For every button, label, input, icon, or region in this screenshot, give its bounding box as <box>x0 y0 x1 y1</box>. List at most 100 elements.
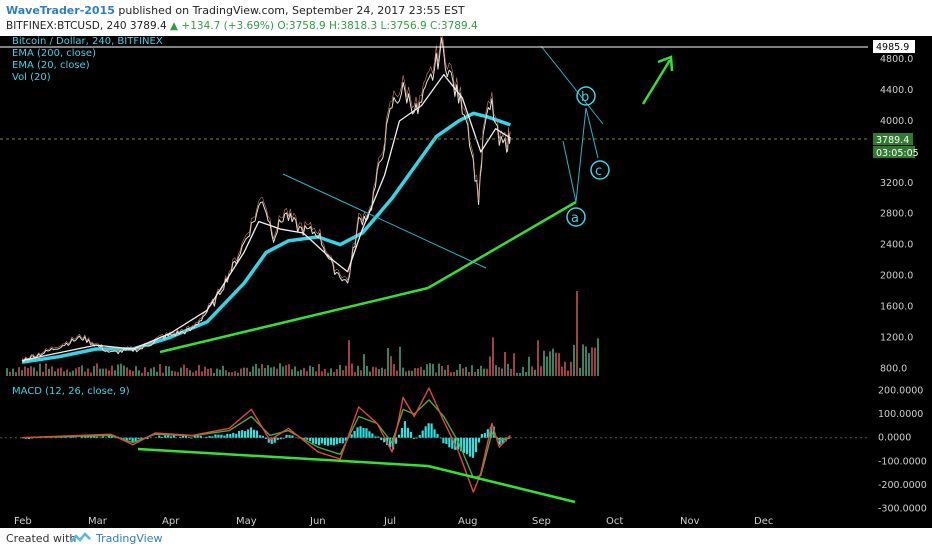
volume-bar <box>9 371 11 376</box>
volume-bar <box>294 366 296 376</box>
volume-bar <box>354 372 356 376</box>
macd-histogram-bar <box>397 434 401 438</box>
ema200-series-line <box>21 111 511 364</box>
volume-bar <box>570 361 572 376</box>
macd-histogram-bar <box>389 437 392 448</box>
month-tick-label: Feb <box>14 516 32 527</box>
volume-bar <box>69 372 71 376</box>
volume-bar <box>489 356 491 376</box>
volume-bar <box>525 372 527 376</box>
macd-histogram-bar <box>318 437 321 446</box>
macd-divergence-line-2 <box>427 464 576 504</box>
wave-c-label: c <box>595 164 602 179</box>
volume-bar <box>279 363 281 376</box>
macd-histogram-bar <box>276 437 279 440</box>
volume-bar <box>531 366 533 376</box>
macd-histogram-bar <box>427 423 430 438</box>
volume-bar <box>21 370 23 376</box>
top-price-badge <box>873 40 915 53</box>
macd-histogram-bar <box>492 426 495 438</box>
macd-histogram-bar <box>498 437 501 445</box>
volume-bar <box>297 371 299 376</box>
macd-histogram-bar <box>137 437 140 440</box>
macd-histogram-bar <box>184 435 187 438</box>
created-with-text: Created with <box>6 532 77 545</box>
chart-svg[interactable]: 800.0 1200.0 1600.0 2000.0 2400.0 2800.0 3200.… <box>0 29 932 528</box>
macd-histogram-bar <box>241 430 244 438</box>
macd-tick-label: 100.0000 <box>878 409 923 420</box>
macd-histogram-bar <box>205 436 208 438</box>
close-value: C:3789.4 <box>430 20 478 32</box>
volume-bar <box>534 369 536 376</box>
macd-histogram-bar <box>400 427 404 438</box>
volume-bar <box>201 371 203 376</box>
price-tick-label: 2000.0 <box>880 271 913 282</box>
volume-bar <box>78 366 80 376</box>
volume-bar <box>420 366 422 376</box>
macd-histogram-bar <box>320 437 324 444</box>
price-tick-label: 1600.0 <box>880 301 913 312</box>
macd-histogram-bar <box>448 437 451 448</box>
volume-bar <box>471 365 473 376</box>
volume-bar <box>336 369 338 376</box>
volume-bar <box>102 368 104 376</box>
volume-bar <box>204 366 206 376</box>
macd-histogram-bar <box>128 437 131 440</box>
legend-macd: MACD (12, 26, close, 9) <box>12 386 130 397</box>
volume-bar <box>318 364 320 376</box>
macd-histogram-bar <box>303 437 306 440</box>
macd-histogram-bar <box>170 436 173 438</box>
macd-histogram-bar <box>178 436 182 438</box>
macd-histogram-bar <box>463 437 466 453</box>
volume-bar <box>243 367 245 376</box>
volume-bar <box>225 370 227 376</box>
volume-bar <box>312 367 314 376</box>
macd-histogram-bar <box>87 436 90 438</box>
volume-bar <box>516 372 518 376</box>
macd-histogram-bar <box>196 435 199 438</box>
volume-bar <box>30 366 32 376</box>
volume-bar <box>327 372 329 376</box>
volume-bar <box>54 371 56 376</box>
volume-bar <box>432 363 434 376</box>
volume-bar <box>171 370 173 376</box>
author-link[interactable]: WaveTrader-2015 <box>6 4 115 17</box>
wave-line-a <box>562 140 577 203</box>
volume-bar <box>75 368 77 376</box>
volume-bar <box>255 363 257 376</box>
volume-bar <box>492 337 494 376</box>
wave-c-circle <box>590 160 610 180</box>
volume-bar <box>27 368 29 376</box>
volume-bar <box>249 371 251 376</box>
macd-histogram-bar <box>252 429 256 438</box>
macd-histogram-bar <box>424 426 427 438</box>
volume-bar <box>540 366 542 376</box>
volume-bar <box>333 371 335 376</box>
volume-bar <box>168 366 170 376</box>
volume-bar <box>384 369 386 376</box>
volume-bar <box>462 368 464 376</box>
wave-line-top <box>540 45 604 125</box>
macd-histogram-bar <box>101 436 105 438</box>
macd-histogram-bar <box>255 430 259 438</box>
chart-area[interactable]: 800.0 1200.0 1600.0 2000.0 2400.0 2800.0 3200.… <box>0 29 932 528</box>
tradingview-link[interactable]: TradingView <box>96 532 163 545</box>
volume-bar <box>192 372 194 376</box>
macd-histogram-bar <box>134 437 137 442</box>
volume-bar <box>36 371 38 376</box>
wave-a-circle <box>566 207 586 227</box>
volume-bar <box>543 350 545 376</box>
volume-bar <box>150 368 152 376</box>
low-value: L:3756.9 <box>380 20 427 32</box>
volume-bar <box>198 365 200 376</box>
volume-bar <box>558 353 560 376</box>
symbol-line: BITFINEX:BTCUSD, 240 3789.4 ▲ +134.7 (+3… <box>6 20 478 32</box>
macd-tick-label: -100.0000 <box>878 456 927 467</box>
volume-bar <box>33 367 35 376</box>
volume-bar <box>387 348 389 376</box>
macd-histogram-bar <box>359 426 362 438</box>
macd-histogram-bar <box>261 435 264 438</box>
volume-bar <box>213 372 215 376</box>
price-tick-label: 3200.0 <box>880 178 913 189</box>
volume-bar <box>435 372 437 376</box>
